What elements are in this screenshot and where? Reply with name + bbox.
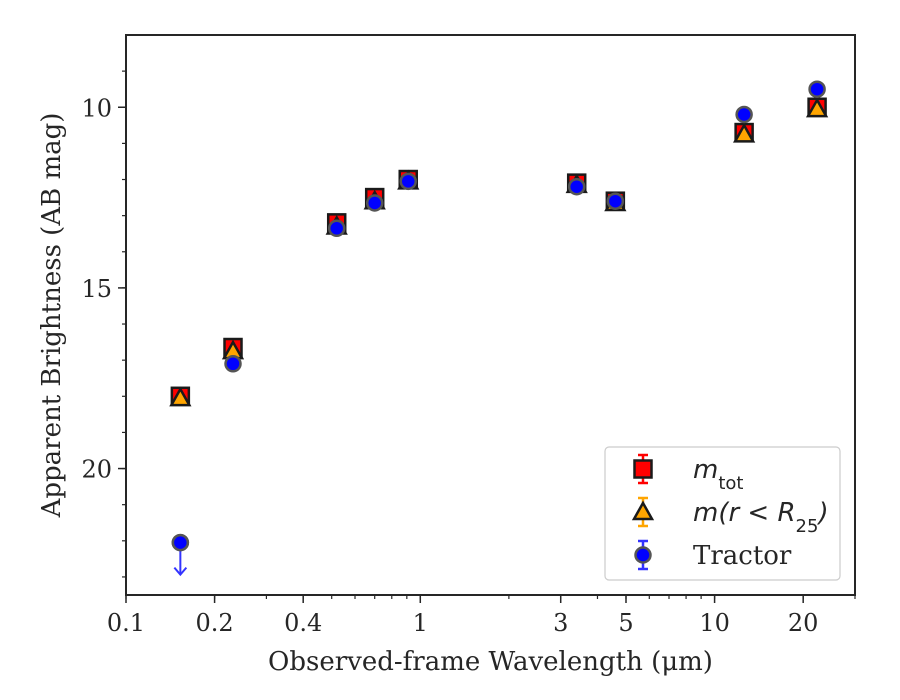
y-axis: 10 15 20 xyxy=(81,70,126,578)
y-tick-label: 15 xyxy=(81,275,112,303)
data-point xyxy=(365,194,384,212)
series-1 xyxy=(170,97,827,407)
data-point xyxy=(224,355,242,373)
legend-suffix: ) xyxy=(816,498,828,528)
legend-marker xyxy=(633,459,653,479)
plot-content xyxy=(169,80,829,577)
y-tick-label: 20 xyxy=(81,456,112,484)
legend-subscript: 25 xyxy=(796,516,819,537)
series-3 xyxy=(171,80,826,577)
data-point xyxy=(732,122,756,143)
y-tick-label: 10 xyxy=(81,94,112,122)
data-point xyxy=(169,386,192,407)
data-point xyxy=(735,105,753,124)
y-axis-label: Apparent Brightness (AB mag) xyxy=(37,113,67,519)
legend-label: Tractor xyxy=(693,541,792,571)
data-point xyxy=(567,177,586,196)
x-tick-label: 0.2 xyxy=(196,609,234,637)
x-tick-label: 10 xyxy=(699,609,730,637)
x-tick-label: 0.1 xyxy=(107,609,145,637)
x-axis-label: Observed-frame Wavelength (μm) xyxy=(268,647,713,677)
legend-box xyxy=(604,446,841,581)
x-tick-label: 1 xyxy=(413,609,428,637)
x-tick-label: 3 xyxy=(553,609,568,637)
upper-limit-arrowhead xyxy=(173,566,188,577)
legend-marker xyxy=(631,500,655,521)
series-2 xyxy=(169,97,829,407)
data-point xyxy=(327,219,346,238)
x-tick-label: 0.4 xyxy=(284,609,322,637)
data-point xyxy=(399,172,417,191)
legend-marker xyxy=(634,546,652,564)
data-point xyxy=(808,80,826,98)
data-point xyxy=(805,97,829,118)
x-axis: 0.1 0.2 0.4 1 3 5 10 20 xyxy=(107,595,856,637)
data-point xyxy=(606,192,625,210)
x-tick-label: 20 xyxy=(788,609,819,637)
data-point xyxy=(171,533,190,552)
plot-frame xyxy=(125,34,856,596)
x-tick-label: 5 xyxy=(618,609,633,637)
legend-subscript: tot xyxy=(718,473,743,494)
